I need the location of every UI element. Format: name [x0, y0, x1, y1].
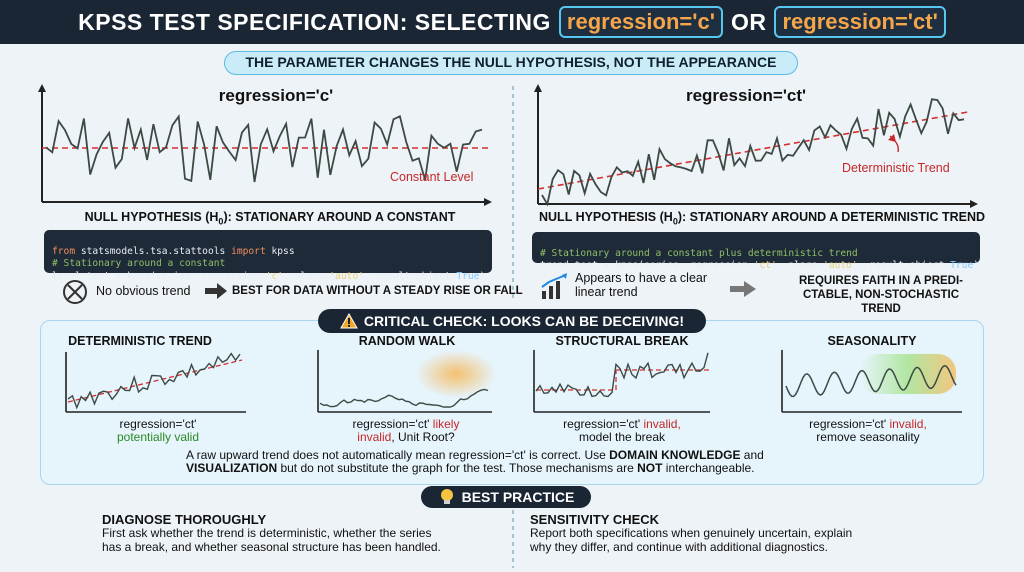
arrow-right-icon [205, 283, 227, 299]
mini-chart-random-walk [317, 350, 496, 413]
case-caption-deterministic: regression='ct' potentially valid [116, 417, 200, 444]
arrow-right-icon [730, 281, 756, 297]
annotation-arrow-head-icon [888, 134, 896, 142]
right-panel-title: regression='ct' [685, 86, 807, 105]
mini-chart-deterministic [65, 352, 246, 413]
deterministic-trend-chart [534, 84, 978, 208]
mini-chart-structural-break [533, 350, 710, 413]
stationary-series-line [45, 114, 483, 183]
key-message-banner: THE PARAMETER CHANGES THE NULL HYPOTHESI… [224, 51, 798, 75]
case-caption-random-walk: regression='ct' likely invalid, Unit Roo… [352, 417, 460, 444]
warning-icon [340, 313, 358, 329]
no-trend-label: No obvious trend [96, 284, 191, 298]
sensitivity-heading: SENSITIVITY CHECK [530, 512, 660, 527]
page-title: KPSS TEST SPECIFICATION: SELECTING [78, 8, 551, 35]
x-axis-arrow-icon [484, 198, 492, 206]
trend-appearance-label: Appears to have a clear linear trend [575, 271, 708, 299]
right-null-hypothesis: NULL HYPOTHESIS (H0): STATIONARY AROUND … [539, 210, 985, 227]
bottom-divider [512, 510, 514, 568]
lightbulb-icon [440, 489, 453, 504]
top-divider [512, 86, 514, 301]
sensitivity-text: Report both specifications when genuinel… [530, 526, 853, 554]
constant-level-chart [38, 84, 492, 206]
critical-check-panel [40, 320, 984, 485]
left-null-hypothesis: NULL HYPOTHESIS (H0): STATIONARY AROUND … [84, 210, 456, 227]
left-panel-title: regression='c' [218, 86, 334, 105]
trend-chart-icon [541, 273, 567, 299]
no-trend-icon [63, 280, 87, 304]
diagnose-heading: DIAGNOSE THOROUGHLY [102, 512, 267, 527]
title-connector: OR [730, 8, 767, 35]
case-title-seasonality: SEASONALITY [827, 334, 917, 348]
x-axis-arrow-icon [970, 200, 978, 208]
left-recommendation: BEST FOR DATA WITHOUT A STEADY RISE OR F… [232, 285, 523, 297]
y-axis-arrow-icon [38, 84, 46, 92]
critical-note: A raw upward trend does not automaticall… [186, 448, 764, 475]
case-title-deterministic: DETERMINISTIC TREND [68, 334, 212, 348]
diagnose-text: First ask whether the trend is determini… [102, 526, 441, 554]
right-code-block: # Stationary around a constant plus dete… [532, 232, 980, 271]
mini-chart-seasonality [781, 350, 962, 413]
page-header: KPSS TEST SPECIFICATION: SELECTING regre… [0, 0, 1024, 44]
constant-level-label: Constant Level [390, 170, 474, 184]
case-caption-seasonality: regression='ct' invalid, remove seasonal… [809, 417, 927, 444]
right-recommendation: REQUIRES FAITH IN A PREDI- CTABLE, NON-ST… [799, 275, 963, 315]
best-practice-title: BEST PRACTICE [421, 486, 591, 508]
case-caption-structural-break: regression='ct' invalid, model the break [563, 417, 681, 444]
case-title-structural-break: STRUCTURAL BREAK [555, 334, 689, 348]
left-code-block: from statsmodels.tsa.stattools import kp… [44, 230, 492, 282]
critical-check-title: CRITICAL CHECK: LOOKS CAN BE DECEIVING! [318, 309, 706, 333]
y-axis-arrow-icon [534, 84, 542, 92]
case-title-random-walk: RANDOM WALK [358, 334, 456, 348]
option-ct-badge: regression='ct' [774, 6, 946, 38]
deterministic-trend-label: Deterministic Trend [842, 161, 950, 175]
trend-series-line [541, 98, 965, 207]
option-c-badge: regression='c' [558, 6, 723, 38]
